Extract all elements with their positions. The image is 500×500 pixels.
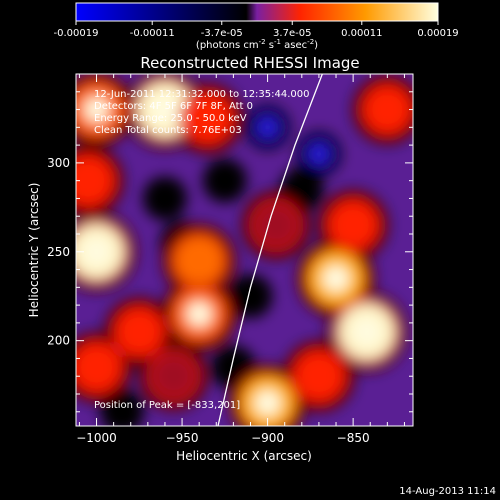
heatmap-negative-blob (221, 355, 246, 380)
heatmap-blob (295, 353, 343, 400)
colorbar-tick-label: 3.7e-05 (273, 28, 311, 39)
solar-limb-curve (217, 74, 323, 426)
y-tick-label: 250 (47, 245, 70, 259)
x-tick-label: −850 (337, 431, 370, 445)
heatmap-blob-core (151, 95, 179, 124)
colorbar-tick-label: 0.00011 (341, 28, 382, 39)
heatmap-negative-blob (152, 186, 177, 211)
heatmap-blob (76, 157, 112, 204)
colorbar-tick-label: -0.00011 (130, 28, 175, 39)
heatmap-blob (152, 354, 195, 398)
annotations: 12-Jun-2011 12:31:32.000 to 12:35:44.000… (94, 89, 310, 411)
heatmap-blob-core (186, 301, 212, 327)
y-axis-label: Heliocentric Y (arcsec) (27, 183, 41, 318)
heatmap-negative-blob (306, 142, 331, 166)
annotation-time-range: 12-Jun-2011 12:31:32.000 to 12:35:44.000 (94, 89, 310, 100)
x-tick-label: −1000 (76, 431, 117, 445)
heatmap-negative-blob (110, 399, 135, 424)
heatmap-blob (174, 236, 224, 286)
heatmap-negative-blob (255, 115, 280, 140)
colorbar-bar (75, 2, 439, 22)
heatmap-blob (185, 95, 231, 142)
heatmap-negative-blob (289, 177, 314, 202)
heatmap-negative-blob (212, 168, 237, 193)
heatmap-blob-core (84, 97, 110, 123)
y-tick-label: 200 (47, 334, 70, 348)
heatmap-blob (76, 344, 120, 390)
axis-ticks: −1000 −950 −900 −850 200 250 300 (47, 74, 413, 445)
heatmap-blob-core (352, 317, 381, 346)
colorbar-tick-label: 0.00019 (417, 28, 458, 39)
x-tick-label: −900 (251, 431, 284, 445)
heatmap-blob (330, 202, 376, 248)
heatmap-blob (117, 309, 162, 354)
heatmap-blob (254, 203, 298, 247)
colorbar-units: (photons cm-2 s-1 asec-2) (196, 38, 318, 51)
heatmap-blob (365, 87, 410, 132)
colorbar: -0.00019 -0.00011 -3.7e-05 3.7e-05 0.00011 0.… (54, 2, 459, 51)
annotation-total-counts: Clean Total counts: 7.76E+03 (94, 125, 242, 136)
x-axis-label: Heliocentric X (arcsec) (176, 449, 312, 463)
plot-frame (75, 73, 414, 427)
annotation-peak-position: Position of Peak = [-833,201] (94, 400, 240, 411)
annotation-energy-range: Energy Range: 25.0 - 50.0 keV (94, 113, 247, 124)
heatmap-blob-core (82, 238, 111, 266)
x-tick-label: −950 (166, 431, 199, 445)
colorbar-ticks: -0.00019 -0.00011 -3.7e-05 3.7e-05 0.00011 0.… (54, 21, 459, 39)
colorbar-tick-label: -3.7e-05 (201, 28, 243, 39)
heatmap-negative-blob (238, 284, 263, 309)
y-tick-label: 300 (47, 156, 70, 170)
annotation-detectors: Detectors: 4F 5F 6F 7F 8F, Att 0 (94, 101, 253, 112)
heatmap-blob-core (322, 265, 350, 292)
footer-timestamp: 14-Aug-2013 11:14 (399, 486, 496, 497)
heatmap-image (76, 74, 413, 426)
plot-area: −1000 −950 −900 −850 200 250 300 (47, 73, 414, 445)
chart-title: Reconstructed RHESSI Image (140, 54, 359, 72)
colorbar-tick-label: -0.00019 (54, 28, 99, 39)
heatmap-blob-core (254, 389, 281, 416)
